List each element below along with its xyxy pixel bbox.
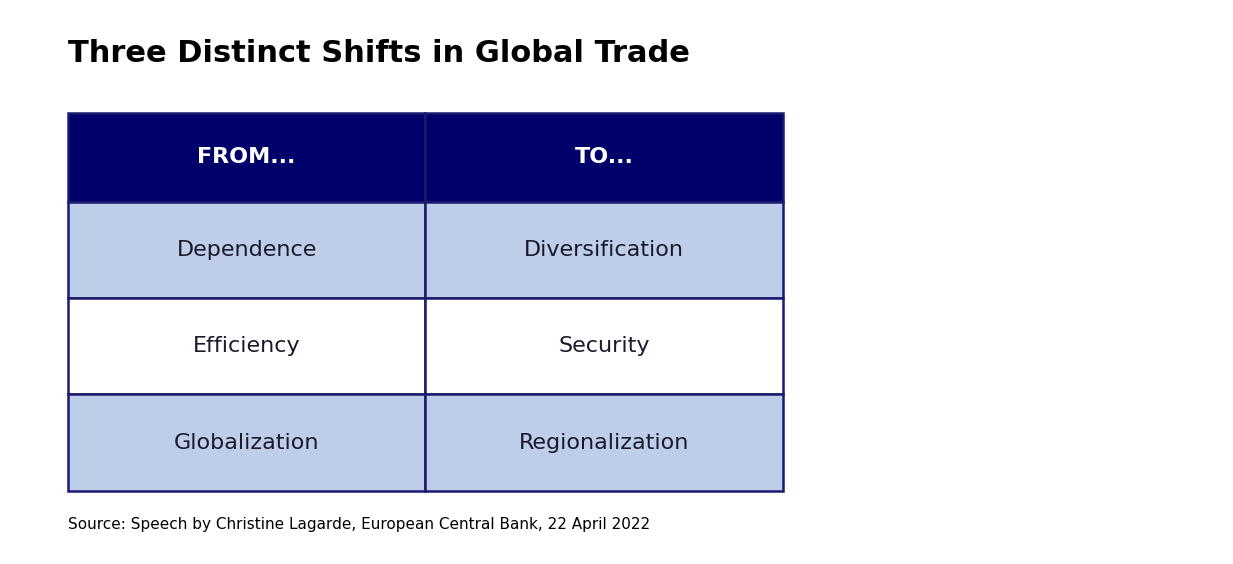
Text: Security: Security (559, 336, 650, 356)
Text: Regionalization: Regionalization (519, 433, 689, 452)
Text: Globalization: Globalization (174, 433, 319, 452)
Bar (68, 394, 425, 491)
Bar (425, 113, 783, 201)
Bar (425, 394, 783, 491)
Bar (425, 201, 783, 298)
Text: TO...: TO... (575, 147, 634, 167)
Text: Source: Speech by Christine Lagarde, European Central Bank, 22 April 2022: Source: Speech by Christine Lagarde, Eur… (68, 517, 650, 532)
Bar (425, 298, 783, 394)
Text: Dependence: Dependence (176, 240, 317, 260)
Bar (68, 298, 425, 394)
Text: FROM...: FROM... (197, 147, 296, 167)
Text: Diversification: Diversification (524, 240, 684, 260)
Bar (68, 113, 425, 201)
Text: Three Distinct Shifts in Global Trade: Three Distinct Shifts in Global Trade (68, 39, 689, 68)
Bar (68, 201, 425, 298)
Text: Efficiency: Efficiency (192, 336, 301, 356)
